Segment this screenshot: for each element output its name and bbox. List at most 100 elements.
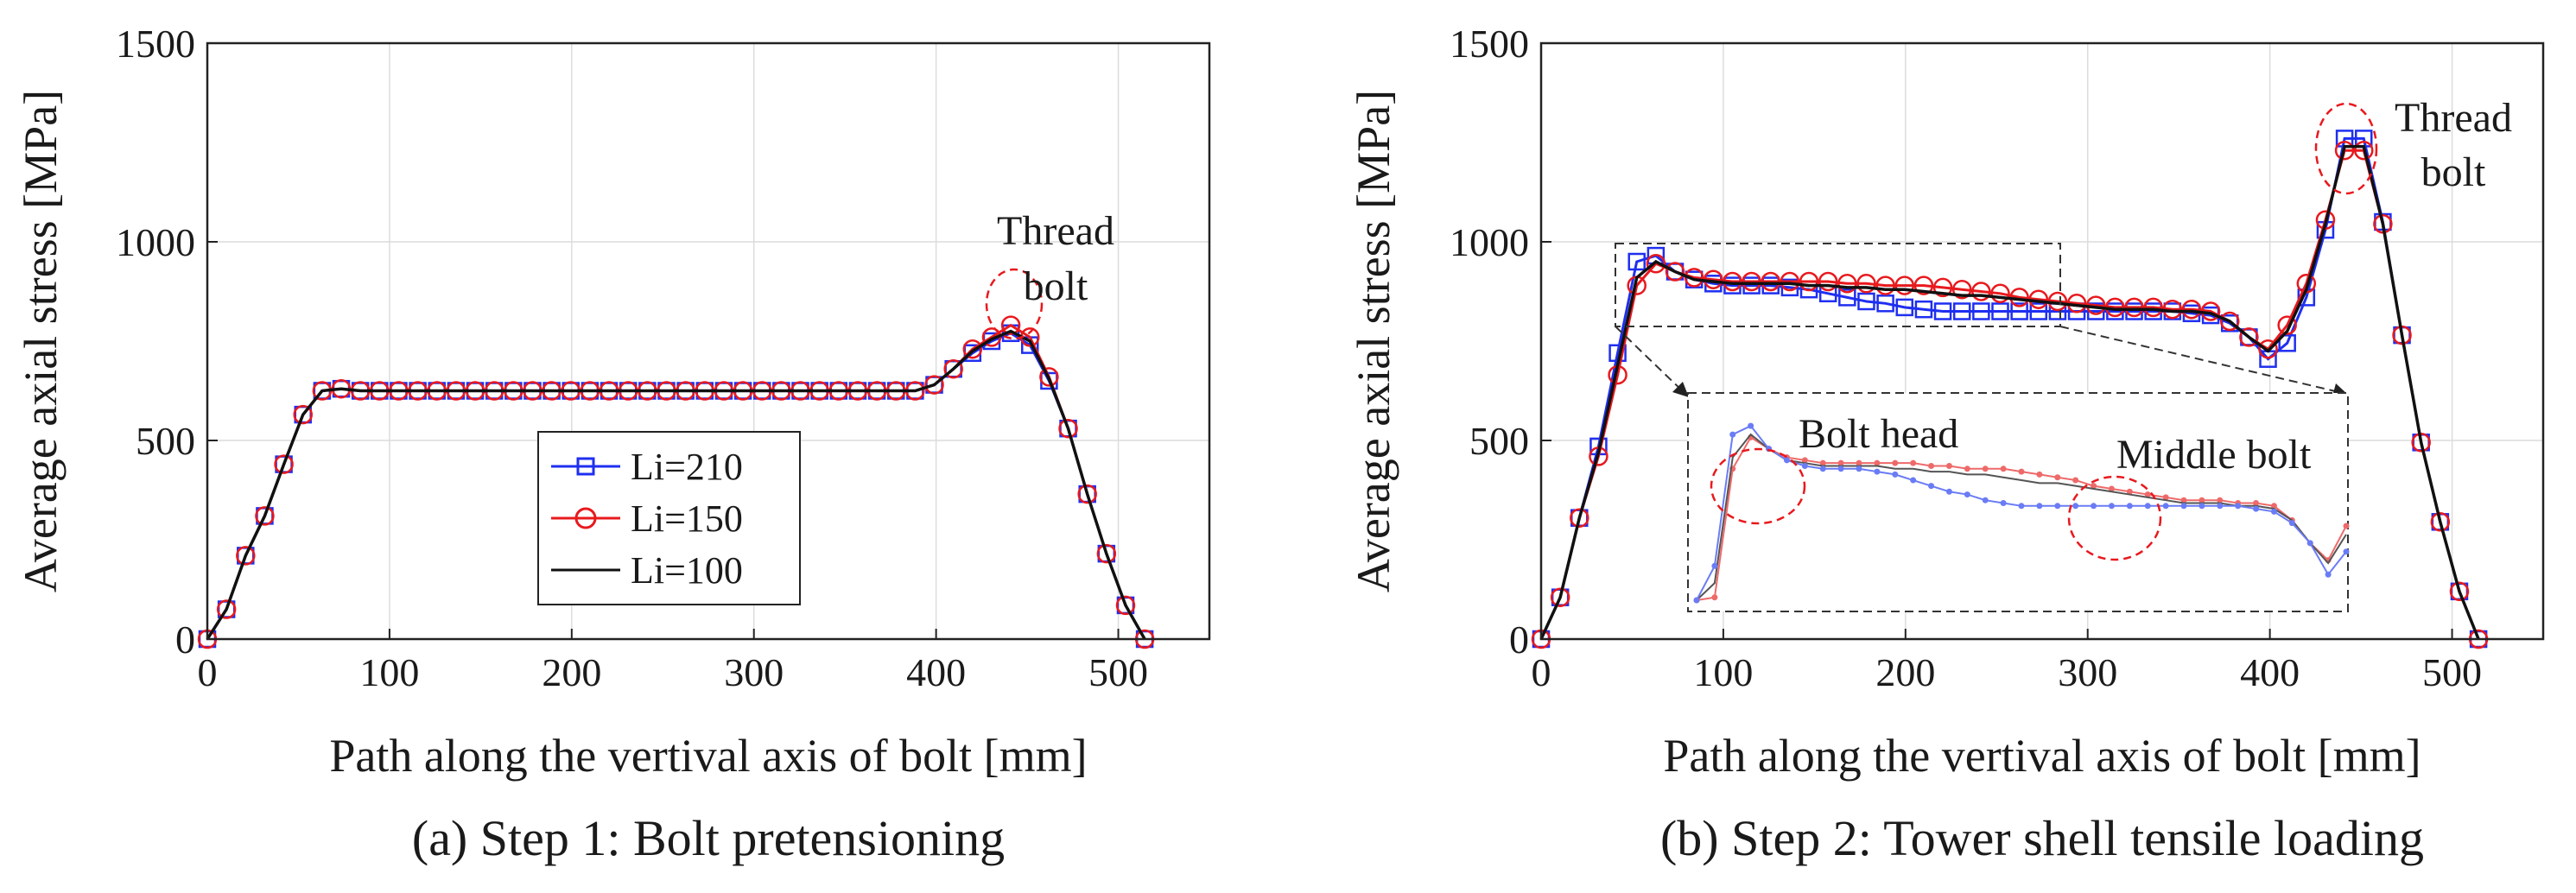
axes-frame-a	[206, 41, 1211, 641]
data-point-circle	[293, 404, 313, 425]
inset-point	[2235, 503, 2242, 510]
inset-point	[1945, 488, 1952, 495]
inset-point	[2180, 497, 2187, 504]
data-point-circle	[1039, 367, 1059, 387]
inset-point	[2072, 477, 2079, 484]
data-point-circle	[1856, 274, 1876, 294]
inset-point	[1711, 562, 1718, 569]
legend: Li=210 Li=150 Li=100	[537, 431, 801, 605]
data-point-circle	[1780, 271, 1800, 292]
data-point-circle	[1570, 508, 1589, 528]
zoom-source-box	[1615, 243, 2061, 327]
inset-point	[1856, 459, 1862, 466]
inset-point	[2253, 500, 2260, 506]
data-point-circle	[255, 506, 275, 526]
inset-point	[2108, 503, 2115, 510]
data-point-circle	[1665, 262, 1685, 282]
inset-point	[1892, 459, 1899, 466]
data-point-square	[1627, 252, 1646, 271]
inset-point	[1910, 477, 1917, 484]
thread-bolt-label-a-line1: Thread	[997, 208, 1114, 254]
panel-b: 0 100 200 300 400 500 0 500 1000 1500 Path along …	[1348, 22, 2545, 866]
data-point-circle	[1990, 283, 2010, 304]
inset-point	[2325, 571, 2332, 578]
inset-point	[1819, 459, 1826, 466]
legend-entry-li210: Li=210	[551, 446, 743, 488]
data-point-square	[1952, 302, 1971, 320]
data-point-circle	[1646, 254, 1666, 274]
inset-point	[1783, 457, 1790, 464]
zoom-inset: Bolt head Middle bolt	[1687, 392, 2350, 612]
x-tick-label: 300	[2058, 650, 2117, 694]
inset-point	[1837, 459, 1844, 466]
inset-point	[1928, 462, 1935, 469]
data-point-circle	[1096, 543, 1117, 564]
data-point-circle	[1913, 276, 1934, 295]
data-point-circle	[2143, 297, 2163, 318]
inset-series	[1693, 422, 2350, 604]
legend-marker-square	[576, 457, 595, 476]
data-point-circle	[216, 599, 237, 619]
data-point-circle	[2334, 140, 2355, 161]
y-tick-label: 1500	[1450, 22, 1529, 66]
inset-point	[2126, 488, 2133, 495]
inset-point	[2288, 520, 2295, 527]
inset-point	[2270, 508, 2277, 515]
x-tick-label: 100	[359, 650, 419, 694]
y-tick-label: 1000	[116, 220, 195, 264]
y-tick-label: 1000	[1450, 220, 1529, 264]
inset-point	[2000, 500, 2007, 506]
data-point-circle	[1837, 274, 1857, 294]
inset-point	[1892, 471, 1899, 478]
series-b	[1531, 130, 2489, 649]
data-point-circle	[1894, 276, 1915, 295]
x-tick-label: 300	[724, 650, 784, 694]
data-point-square	[1914, 300, 1933, 319]
data-point-circle	[2411, 433, 2431, 453]
data-point-circle	[2258, 339, 2278, 359]
inset-point	[1910, 459, 1917, 466]
data-point-square	[2029, 302, 2048, 320]
inset-point	[2036, 471, 2043, 478]
x-tick-label: 400	[2240, 650, 2300, 694]
inset-point	[2072, 503, 2079, 510]
inset-point	[1801, 457, 1808, 464]
x-axis-label-b: Path along the vertival axis of bolt [mm…	[1663, 730, 2421, 782]
data-point-circle	[1932, 277, 1953, 298]
data-point-circle	[2277, 315, 2297, 335]
x-tick-label: 500	[1088, 650, 1148, 694]
data-point-square	[1838, 288, 1856, 307]
data-point-circle	[2354, 140, 2374, 161]
data-point-circle	[1799, 271, 1819, 292]
legend-entry-li150: Li=150	[551, 497, 743, 540]
x-tick-label: 500	[2422, 650, 2482, 694]
legend-label-li150: Li=150	[631, 497, 743, 540]
data-point-circle	[1550, 587, 1570, 607]
inset-point	[1837, 466, 1844, 472]
inset-point	[1964, 466, 1970, 472]
thread-bolt-label-a-line2: bolt	[1024, 263, 1088, 309]
data-point-square	[1876, 294, 1894, 313]
thread-bolt-circle-b	[2314, 102, 2378, 195]
inset-point	[2306, 540, 2313, 547]
inset-point	[2198, 497, 2205, 504]
data-point-circle	[962, 339, 983, 359]
thread-bolt-circle-a	[985, 268, 1044, 340]
inset-point	[2036, 503, 2043, 510]
inset-point	[1729, 431, 1736, 438]
data-point-circle	[1761, 271, 1780, 292]
inset-point	[2091, 503, 2097, 510]
x-tick-label: 0	[198, 650, 218, 694]
legend-entry-li100: Li=100	[551, 549, 743, 592]
inset-point	[1801, 462, 1808, 469]
data-point-circle	[1818, 271, 1838, 292]
series-a	[197, 315, 1155, 649]
data-point-circle	[2239, 327, 2259, 347]
data-point-circle	[1058, 418, 1078, 439]
y-tick-label: 0	[1509, 618, 1529, 662]
bolt-head-circle	[1710, 447, 1806, 525]
x-tick-label: 200	[542, 650, 601, 694]
legend-label-li210: Li=210	[631, 446, 743, 488]
caption-b: (b) Step 2: Tower shell tensile loading	[1660, 810, 2424, 866]
x-tick-label: 0	[1532, 650, 1551, 694]
